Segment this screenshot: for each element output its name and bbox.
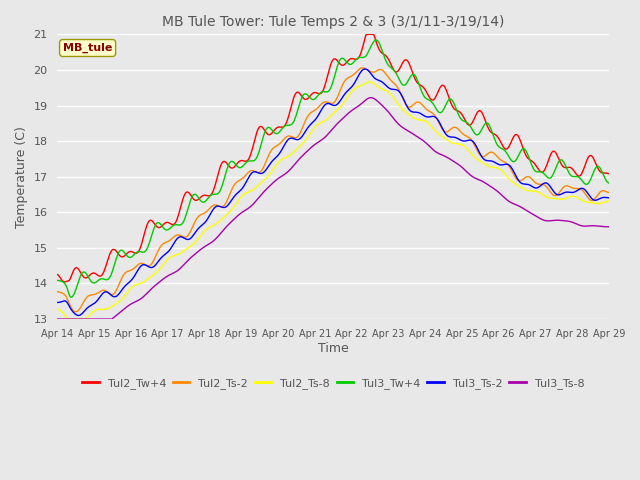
Text: MB_tule: MB_tule xyxy=(63,43,112,53)
Title: MB Tule Tower: Tule Temps 2 & 3 (3/1/11-3/19/14): MB Tule Tower: Tule Temps 2 & 3 (3/1/11-… xyxy=(162,15,504,29)
Legend: Tul2_Tw+4, Tul2_Ts-2, Tul2_Ts-8, Tul3_Tw+4, Tul3_Ts-2, Tul3_Ts-8: Tul2_Tw+4, Tul2_Ts-2, Tul2_Ts-8, Tul3_Tw… xyxy=(77,373,589,393)
Y-axis label: Temperature (C): Temperature (C) xyxy=(15,126,28,228)
X-axis label: Time: Time xyxy=(317,342,349,355)
